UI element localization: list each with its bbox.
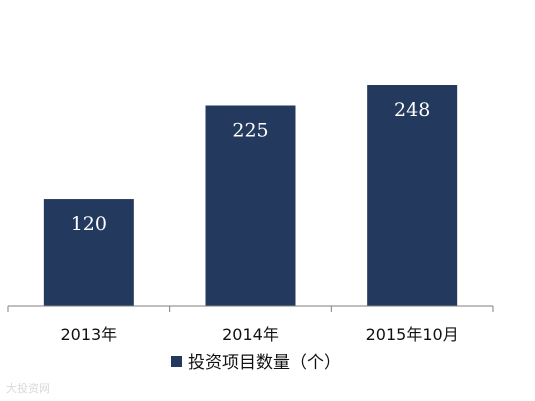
data-labels-group: 120 225 248: [71, 99, 431, 235]
x-axis-tick-labels: 2013年 2014年 2015年10月: [60, 325, 458, 344]
data-label-1: 225: [232, 119, 268, 141]
legend-swatch: [171, 356, 182, 367]
bar-0: [43, 199, 134, 306]
x-tick-label-1: 2014年: [222, 325, 279, 344]
watermark: 大投资网: [6, 382, 50, 395]
legend: 投资项目数量（个）: [171, 353, 341, 373]
x-tick-label-2: 2015年10月: [366, 325, 459, 344]
x-tick-label-0: 2013年: [60, 325, 117, 344]
data-label-0: 120: [71, 213, 107, 235]
bars-group: [43, 85, 458, 306]
bar-1: [205, 105, 296, 306]
legend-label: 投资项目数量（个）: [188, 353, 341, 373]
bar-2: [367, 85, 458, 306]
x-axis-ticks: [7, 306, 494, 312]
data-label-2: 248: [394, 99, 430, 121]
